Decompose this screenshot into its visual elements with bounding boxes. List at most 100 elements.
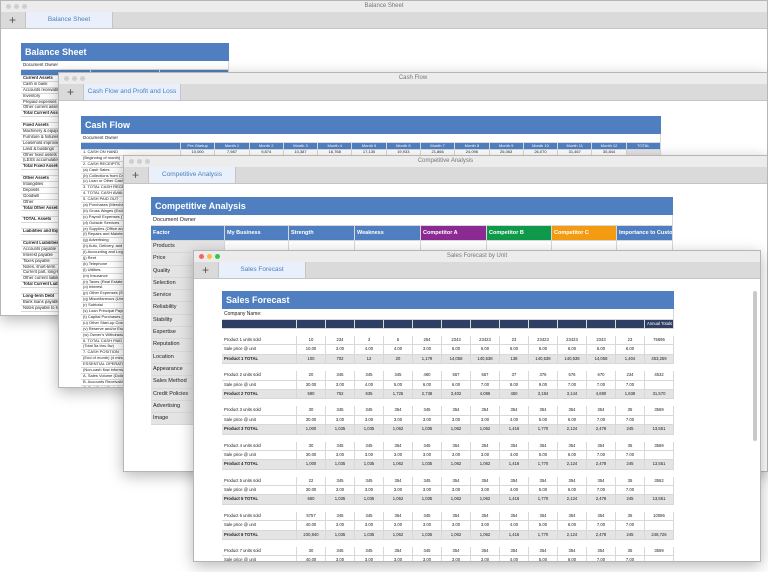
cell: 30.00 [297, 486, 326, 495]
cell: 1,035 [355, 495, 384, 504]
cell: 245 [616, 460, 645, 469]
cell: 140,538 [529, 354, 558, 364]
cell: 3.00 [384, 521, 413, 530]
sheet-tab[interactable]: Balance Sheet [25, 12, 113, 28]
cell: 354 [529, 406, 558, 415]
cell: 376 [529, 371, 558, 380]
cell: Document Owner [21, 61, 229, 69]
cell: 20 [297, 371, 326, 380]
cell: 345 [355, 476, 384, 486]
cell: 3.00 [384, 415, 413, 425]
cell: 5757 [297, 511, 326, 521]
cell: Competitor B [487, 226, 552, 240]
cell: 26,070 [524, 150, 559, 155]
cell [487, 241, 552, 253]
cell: Month 12 [592, 143, 627, 149]
cell: 345 [355, 511, 384, 521]
add-sheet-button[interactable]: + [9, 13, 17, 27]
cell: 2,738 [413, 389, 442, 399]
cell: 1,035 [355, 425, 384, 434]
cell: Product 1 TOTAL [222, 354, 297, 364]
cell: 1,035 [413, 495, 442, 504]
cell: 248,726 [645, 530, 674, 540]
cell: 138 [500, 354, 529, 364]
cell: My Business [225, 226, 289, 240]
cell [645, 380, 674, 389]
cell: 9.00 [529, 380, 558, 389]
sheet-tab[interactable]: Cash Flow and Profit and Loss [83, 84, 181, 100]
cell: 9,874 [250, 150, 284, 155]
cell: 3.00 [355, 415, 384, 425]
cell: 8.00 [500, 380, 529, 389]
cell: 3.00 [413, 415, 442, 425]
cell: 5 [384, 336, 413, 345]
title-bar: Balance Sheet [1, 1, 767, 12]
cell: 354 [500, 511, 529, 521]
sheet-row: Product 5 TOTAL 660 1,035 1,035 1,062 1,035 1,… [222, 495, 674, 505]
cell: 3.00 [355, 450, 384, 460]
cell: 4.00 [500, 556, 529, 561]
cell: 4.00 [500, 450, 529, 460]
cell: 4.00 [355, 345, 384, 354]
cell: 1,035 [413, 530, 442, 540]
cell: 1,179 [413, 354, 442, 364]
sheet-title: Competitive Analysis [151, 197, 673, 215]
cell: Sale price @ unit [222, 450, 297, 460]
cell: 75696 [645, 336, 674, 345]
cell: 3.00 [355, 521, 384, 530]
sheet-row: Sale price @ unit 30.00 3.00 3.00 3.00 3.00 3.… [222, 486, 674, 496]
cell: 6.00 [413, 380, 442, 389]
cell: 30.00 [297, 380, 326, 389]
cell: Sale price @ unit [222, 415, 297, 425]
cell: 354 [442, 406, 471, 415]
cell: 345 [413, 476, 442, 486]
cell: 245 [616, 495, 645, 504]
sheet-row: Sale price @ unit 40.00 3.00 3.00 3.00 3.00 3.… [222, 521, 674, 531]
cell: 30,844 [592, 150, 627, 155]
cell: 4532 [645, 371, 674, 380]
scrollbar[interactable] [753, 291, 757, 441]
add-sheet-button[interactable]: + [202, 263, 210, 277]
cell: 1,062 [442, 425, 471, 434]
cell [645, 521, 674, 530]
cell: 2,478 [587, 425, 616, 434]
cell: Document Owner [81, 134, 661, 142]
cell: 354 [384, 476, 413, 486]
cell: Factor [151, 226, 225, 240]
add-sheet-button[interactable]: + [67, 85, 75, 99]
cell: 7,987 [215, 150, 250, 155]
cell: 14,058 [442, 354, 471, 364]
sheet-row: Product 1 units sold 10 234 3 5 254 2343 23423 2… [222, 336, 674, 346]
cell: Product 6 units sold [222, 511, 297, 521]
window-controls[interactable] [199, 254, 220, 259]
cell: 354 [471, 547, 500, 556]
add-sheet-button[interactable]: + [132, 168, 140, 182]
sheet-tab[interactable]: Competitive Analysis [148, 167, 236, 183]
cell: 3.00 [326, 380, 355, 389]
cell: 1,035 [355, 530, 384, 540]
cell: 7.00 [616, 486, 645, 495]
cell: 345 [355, 547, 384, 556]
cell: 1,035 [326, 530, 355, 540]
cell: Products [151, 241, 225, 253]
cell: 12 [355, 354, 384, 364]
cell: 345 [384, 371, 413, 380]
cell: 254 [413, 336, 442, 345]
sheet-row: Factor My Business Strength Weakness Competi… [151, 226, 673, 241]
sheet-title: Balance Sheet [21, 43, 229, 61]
cell: 31,467 [558, 150, 593, 155]
cell: 140,538 [558, 354, 587, 364]
sheet-row: Sale price @ unit 10.00 3.00 4.00 4.00 3.00 6.… [222, 345, 674, 355]
cell: 10 [297, 336, 326, 345]
cell [616, 320, 645, 328]
cell: 1,000 [297, 460, 326, 469]
cell: 354 [471, 406, 500, 415]
cell: 17,130 [352, 150, 387, 155]
cell: 3.00 [471, 521, 500, 530]
cell: 1,062 [442, 530, 471, 540]
cell: 3.00 [413, 345, 442, 354]
sheet-tab[interactable]: Sales Forecast [218, 262, 306, 278]
cell: 3569 [645, 406, 674, 415]
